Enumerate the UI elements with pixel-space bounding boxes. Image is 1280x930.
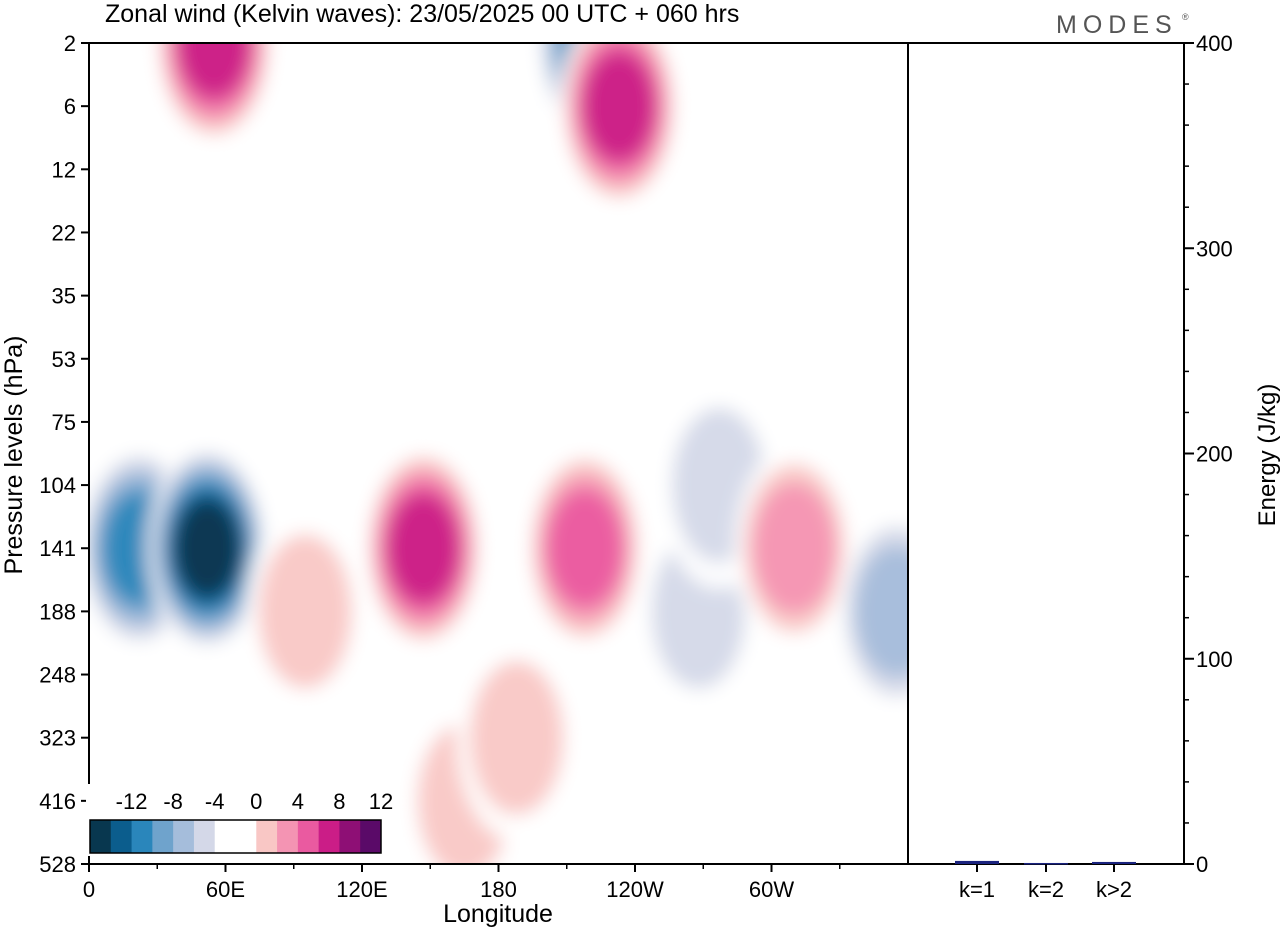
contour-13-3: [855, 546, 908, 677]
y-axis-label: Pressure levels (hPa): [0, 336, 28, 575]
colorbar-swatch: [152, 820, 174, 853]
y-tick-label: 416: [39, 789, 76, 814]
x-axis-label: Longitude: [443, 900, 553, 928]
colorbar-swatch: [110, 820, 133, 853]
colorbar-swatch: [318, 820, 340, 853]
contour-1-7: [174, 499, 241, 597]
y-tick-label: 528: [39, 852, 76, 877]
colorbar-swatch: [193, 820, 216, 853]
energy-tick-label: 300: [1196, 236, 1233, 261]
modes-logo: MODES: [1056, 11, 1178, 39]
energy-axis: 0 100 200 300 400: [1184, 31, 1233, 877]
energy-tick-label: 0: [1196, 852, 1208, 877]
contour-3-2: [258, 534, 353, 689]
energy-tick-label: 200: [1196, 442, 1233, 467]
contour-8-5: [583, 52, 655, 161]
y-tick-label: 323: [39, 726, 76, 751]
colorbar-swatch: [297, 820, 320, 853]
chart-title: Zonal wind (Kelvin waves): 23/05/2025 00…: [105, 0, 739, 28]
y-tick-label: 6: [64, 94, 76, 119]
contour-4-5: [387, 494, 460, 603]
x-axis: 0 60E 120E 180 120W 60W: [83, 864, 841, 902]
y-tick-label: 104: [39, 473, 76, 498]
energy-tick-label: 100: [1196, 647, 1233, 672]
x-tick-label: 60W: [749, 877, 794, 902]
x-tick-label: 180: [480, 877, 517, 902]
energy-category-label: k>2: [1096, 877, 1132, 902]
energy-bar: [955, 860, 999, 864]
energy-frame: [907, 42, 1185, 865]
y-tick-label: 141: [39, 536, 76, 561]
contour-12-3: [753, 483, 836, 614]
energy-axis-label: Energy (J/kg): [1254, 384, 1280, 527]
colorbar-swatch: [173, 820, 195, 853]
contour-6-2: [469, 660, 564, 815]
colorbar-label: 0: [250, 789, 262, 814]
y-tick-label: 248: [39, 663, 76, 688]
y-tick-label: 2: [64, 31, 76, 56]
colorbar-label: 4: [292, 789, 304, 814]
y-tick-label: 35: [52, 284, 76, 309]
energy-category-label: k=1: [959, 877, 995, 902]
colorbar-label: -12: [116, 789, 148, 814]
energy-bars: k=1 k=2 k>2: [955, 860, 1136, 902]
colorbar-swatch: [90, 820, 112, 853]
colorbar-border: [89, 819, 382, 854]
contour-field: [89, 43, 908, 864]
colorbar-swatch: [339, 820, 361, 853]
colorbar-label: 12: [369, 789, 393, 814]
x-tick-label: 120W: [606, 877, 664, 902]
x-tick-label: 0: [83, 877, 95, 902]
colorbar-legend: -12 -8 -4 0 4 8 12: [86, 784, 393, 856]
modes-logo-mark: ®: [1182, 12, 1189, 22]
y-tick-label: 53: [52, 347, 76, 372]
colorbar-label: -4: [205, 789, 225, 814]
y-axis: 2 6 12 22 35 53 75 104 141 188 248 323 416 528: [39, 31, 89, 877]
colorbar-swatch: [131, 820, 153, 853]
colorbar-label: 8: [333, 789, 345, 814]
energy-category-label: k=2: [1028, 877, 1064, 902]
colorbar-swatch: [277, 820, 299, 853]
colorbar-swatch: [235, 820, 257, 853]
y-tick-label: 75: [52, 410, 76, 435]
colorbar-label: -8: [163, 789, 183, 814]
y-tick-label: 22: [52, 220, 76, 245]
y-tick-label: 188: [39, 599, 76, 624]
x-tick-label: 60E: [206, 877, 245, 902]
energy-tick-label: 400: [1196, 31, 1233, 56]
x-tick-label: 120E: [336, 877, 387, 902]
colorbar-swatch: [360, 820, 382, 853]
contour-9-4: [547, 489, 623, 607]
energy-bar: [1092, 861, 1136, 864]
colorbar-swatch: [214, 820, 236, 853]
colorbar-swatch: [256, 820, 278, 853]
y-tick-label: 12: [52, 157, 76, 182]
contour-2-5: [178, 43, 250, 97]
energy-bar: [1024, 862, 1068, 865]
